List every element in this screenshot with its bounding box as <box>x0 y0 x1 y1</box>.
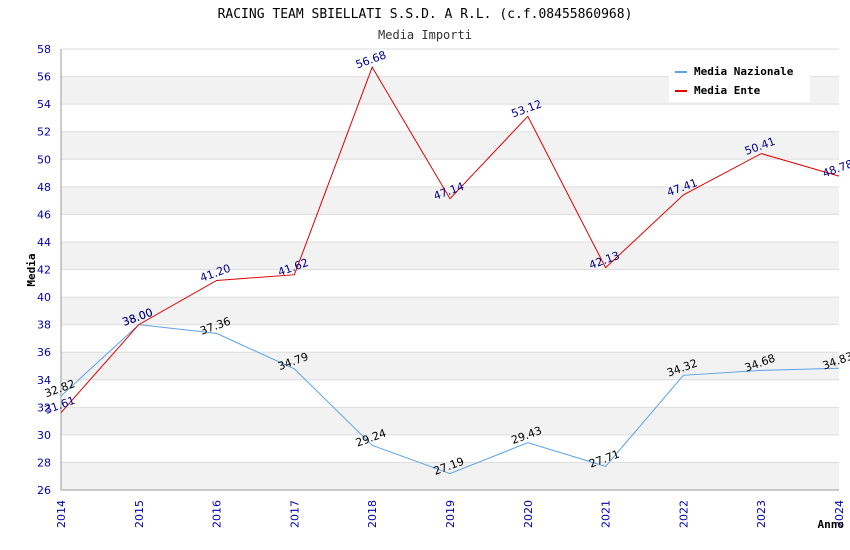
y-tick-label: 28 <box>37 456 51 469</box>
y-axis-label: Media <box>25 253 38 286</box>
y-tick-label: 38 <box>37 319 51 332</box>
y-tick-label: 48 <box>37 181 51 194</box>
y-axis-ticks: 26 28 30 32 34 36 38 40 42 44 46 48 50 52 54 56 58 <box>37 43 51 497</box>
series-lines <box>60 66 840 475</box>
legend-label-media-nazionale: Media Nazionale <box>694 65 794 78</box>
series-line-media-nazionale <box>60 324 840 475</box>
x-tick-label: 2022 <box>677 500 690 528</box>
y-tick-label: 58 <box>37 43 51 56</box>
legend-label-media-ente: Media Ente <box>694 84 761 97</box>
x-tick-label: 2018 <box>366 500 379 528</box>
grid-band <box>61 241 839 270</box>
y-tick-label: 26 <box>37 484 51 497</box>
y-tick-label: 36 <box>37 346 51 359</box>
x-tick-label: 2019 <box>444 500 457 528</box>
grid-band <box>61 407 839 435</box>
series-line-media-ente <box>60 66 840 414</box>
x-tick-label: 2023 <box>755 500 768 528</box>
y-tick-label: 44 <box>37 236 51 249</box>
y-tick-label: 54 <box>37 98 51 111</box>
grid-lines <box>61 48 839 491</box>
chart-subtitle: Media Importi <box>378 28 472 42</box>
y-tick-label: 42 <box>37 264 51 277</box>
grid-band <box>61 352 839 380</box>
x-tick-label: 2020 <box>522 500 535 528</box>
x-tick-label: 2015 <box>133 500 146 528</box>
x-tick-label: 2021 <box>600 500 613 528</box>
x-tick-label: 2016 <box>211 500 224 528</box>
x-axis-label: Anno <box>818 518 845 531</box>
grid-band <box>61 379 839 408</box>
grid-bands <box>61 49 839 490</box>
chart-title: RACING TEAM SBIELLATI S.S.D. A R.L. (c.f… <box>218 7 633 22</box>
x-tick-label: 2017 <box>288 500 301 528</box>
grid-band <box>61 434 839 463</box>
x-tick-label: 2014 <box>55 500 68 528</box>
grid-band <box>61 186 839 215</box>
grid-band <box>61 214 839 242</box>
y-tick-label: 52 <box>37 126 51 139</box>
grid-band <box>61 104 839 132</box>
y-tick-label: 30 <box>37 429 51 442</box>
y-tick-label: 34 <box>37 374 51 387</box>
y-tick-label: 50 <box>37 153 51 166</box>
grid-band <box>61 159 839 187</box>
y-tick-label: 40 <box>37 291 51 304</box>
legend-box <box>669 60 810 102</box>
grid-band <box>61 131 839 160</box>
y-tick-label: 46 <box>37 208 51 221</box>
grid-band <box>61 297 839 325</box>
y-tick-label: 32 <box>37 401 51 414</box>
x-tick-label: 2024 <box>833 500 846 528</box>
legend: Media Nazionale Media Ente <box>669 60 810 102</box>
x-axis-ticks: 2014 2015 2016 2017 2018 2019 2020 2021 2022 2023… <box>55 500 846 528</box>
grid-band <box>61 269 839 298</box>
grid-band <box>61 462 839 490</box>
grid-band <box>61 324 839 353</box>
y-tick-label: 56 <box>37 71 51 84</box>
